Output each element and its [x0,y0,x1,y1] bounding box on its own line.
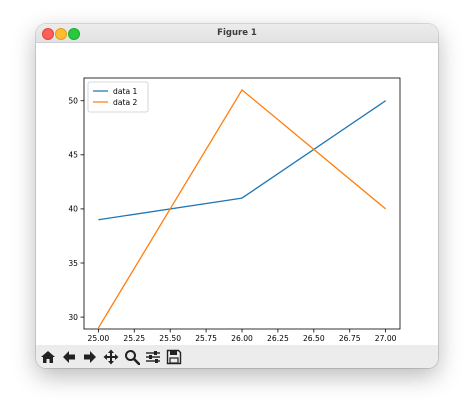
back-button[interactable] [59,347,79,367]
forward-button[interactable] [80,347,100,367]
arrow-right-icon [84,351,96,363]
minimize-window-button[interactable] [55,28,67,40]
window-title: Figure 1 [217,28,257,38]
x-tick-label: 25.75 [195,334,217,343]
series-line-1 [98,100,387,221]
move-icon [103,349,119,365]
y-tick-label: 45 [68,151,78,160]
arrow-left-icon [63,351,75,363]
x-tick-label: 26.50 [303,334,325,343]
save-button[interactable] [164,347,184,367]
x-tick-label: 26.75 [339,334,361,343]
figure-window: Figure 1 25.00 25.25 25.50 25.75 26.00 26.25 2… [36,24,438,368]
line-chart: 25.00 25.25 25.50 25.75 26.00 26.25 26.50 26.75… [68,77,401,343]
x-tick-label: 25.50 [159,334,181,343]
legend-label-1: data 1 [113,87,138,96]
x-tick-label: 26.25 [267,334,289,343]
sliders-icon [146,351,160,363]
legend-box [87,81,149,113]
home-icon [41,351,55,363]
x-tick-label: 26.00 [231,334,253,343]
title-bar[interactable]: Figure 1 [36,24,438,43]
plot-frame [83,77,401,330]
y-tick-label: 35 [68,259,78,268]
zoom-button[interactable] [122,347,142,367]
series-line-2 [97,89,387,329]
configure-subplots-button[interactable] [143,347,163,367]
close-window-button[interactable] [42,28,54,40]
x-tick-label: 25.25 [123,334,145,343]
navigation-toolbar [36,345,438,368]
magnifier-icon [125,350,140,365]
y-tick-label: 50 [68,97,78,106]
maximize-window-button[interactable] [68,28,80,40]
home-button[interactable] [38,347,58,367]
legend-label-2: data 2 [113,98,138,107]
pan-button[interactable] [101,347,121,367]
figure-canvas[interactable]: 25.00 25.25 25.50 25.75 26.00 26.25 26.50 26.75… [36,43,438,345]
floppy-disk-icon [166,349,182,365]
y-tick-label: 30 [68,313,78,322]
x-tick-label: 25.00 [87,334,109,343]
x-tick-label: 27.00 [375,334,397,343]
y-tick-label: 40 [68,205,78,214]
